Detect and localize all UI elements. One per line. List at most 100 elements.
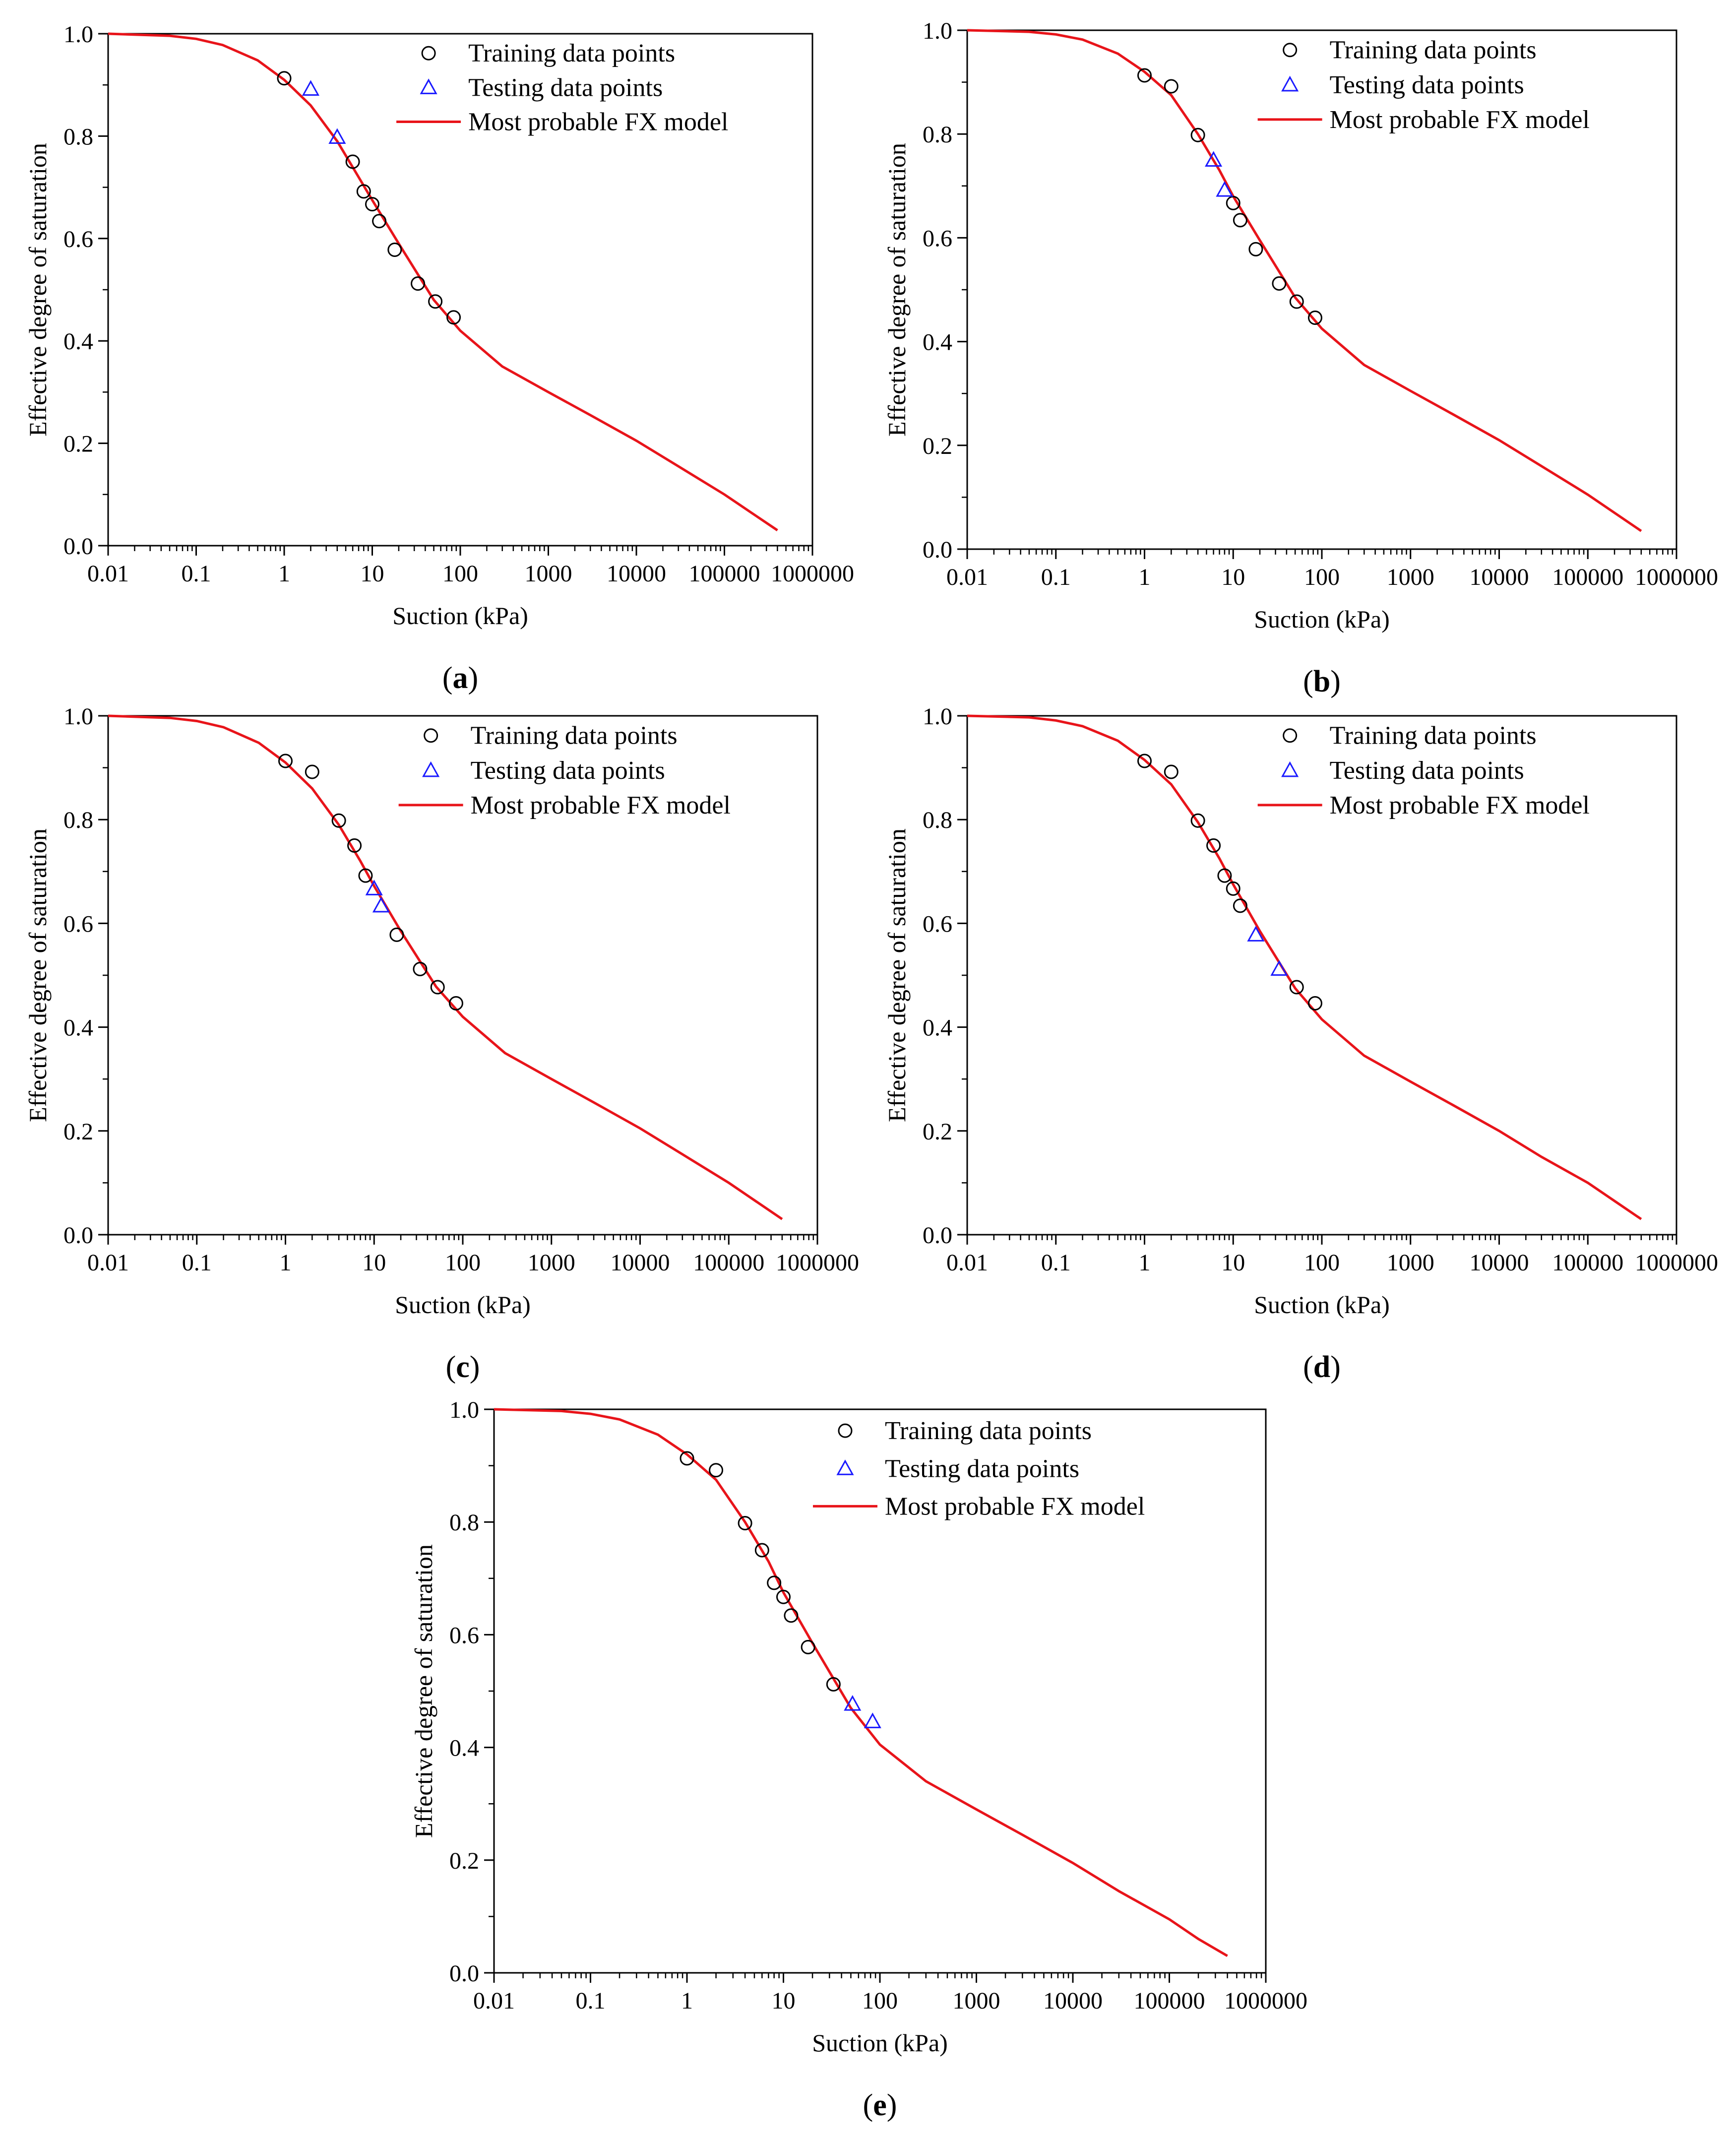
legend-training-label: Training data points (1330, 722, 1537, 750)
panel-label-letter: d (1313, 1350, 1330, 1384)
x-tick-label: 1000 (528, 1250, 575, 1276)
x-tick-label: 10000 (607, 561, 666, 587)
y-tick-label: 1.0 (923, 703, 952, 730)
panel-label: (b) (1303, 665, 1341, 698)
testing-point (328, 128, 346, 144)
training-point (387, 243, 402, 257)
legend-testing-label: Testing data points (471, 756, 665, 785)
y-tick-label: 0.8 (449, 1510, 479, 1536)
training-point (1190, 813, 1205, 828)
y-tick-label: 0.0 (63, 533, 93, 560)
y-tick-label: 0.0 (63, 1222, 93, 1249)
training-point (372, 214, 387, 229)
training-point (413, 961, 428, 976)
legend-testing-label: Testing data points (885, 1454, 1079, 1483)
panel-label-open: ( (1303, 1350, 1313, 1384)
panel-label-close: ) (470, 1350, 480, 1384)
training-point (331, 813, 346, 828)
testing-point (1270, 960, 1288, 976)
y-tick-label: 0.0 (923, 537, 952, 563)
x-tick-label: 100 (1304, 564, 1340, 590)
y-tick-label: 0.6 (923, 911, 952, 937)
training-point (411, 276, 426, 291)
x-tick-label: 10 (361, 561, 384, 587)
y-tick-label: 1.0 (923, 18, 952, 44)
x-axis: 0.01 0.1 1 10 100 1000 10000 100000 1000000 (87, 1235, 859, 1276)
x-axis-title: Suction (kPa) (1254, 1291, 1390, 1319)
legend-model-label: Most probable FX model (1330, 791, 1590, 819)
training-point (389, 927, 404, 942)
panel-label: (d) (1303, 1350, 1341, 1384)
training-point (1289, 980, 1304, 995)
x-axis: 0.01 0.1 1 10 100 1000 10000 100000 1000000 (473, 1973, 1307, 2014)
training-point (1289, 294, 1304, 309)
legend-training-marker (421, 46, 436, 61)
y-tick-label: 0.6 (449, 1622, 479, 1648)
model-curve (108, 32, 778, 532)
x-tick-label: 10000 (1470, 564, 1529, 590)
y-tick-label: 1.0 (63, 21, 93, 48)
panel-label-close: ) (468, 661, 479, 695)
y-tick-label: 0.0 (923, 1222, 952, 1249)
y-tick-label: 0.4 (63, 1015, 93, 1041)
legend-training-marker (1283, 728, 1298, 743)
testing-point (302, 80, 319, 96)
testing-point (1205, 151, 1223, 167)
testing-point (864, 1712, 881, 1728)
legend: Training data points Testing data points M… (398, 722, 731, 819)
x-tick-label: 10 (772, 1988, 796, 2014)
x-axis-title: Suction (kPa) (812, 2029, 948, 2057)
x-axis-title: Suction (kPa) (392, 602, 528, 630)
y-axis-title: Effective degree of saturation (24, 143, 52, 437)
y-tick-label: 0.6 (63, 226, 93, 252)
x-tick-label: 0.01 (946, 564, 988, 590)
x-tick-label: 10 (362, 1250, 386, 1276)
x-tick-label: 100000 (1552, 564, 1623, 590)
chart-panel-b: 0.01 0.1 1 10 100 1000 10000 100000 10000000.00.… (883, 18, 1718, 698)
legend-training-label: Training data points (471, 722, 678, 750)
y-axis-title: Effective degree of saturation (410, 1544, 437, 1838)
training-point (776, 1589, 791, 1604)
legend-training-label: Training data points (1330, 36, 1537, 64)
chart-panel-a: 0.01 0.1 1 10 100 1000 10000 100000 10000000.00.… (24, 21, 854, 695)
x-axis-title: Suction (kPa) (1254, 605, 1390, 633)
model-curve (967, 714, 1642, 1220)
legend-testing-marker (422, 761, 440, 777)
x-tick-label: 100 (1304, 1250, 1340, 1276)
panel-label: (e) (863, 2088, 897, 2122)
x-tick-label: 0.01 (87, 1250, 129, 1276)
testing-point (365, 880, 383, 895)
y-axis: 0.0 0.2 0.4 0.6 0.8 1.0 (63, 703, 108, 1249)
x-tick-label: 100000 (693, 1250, 764, 1276)
panel-label-letter: e (873, 2088, 887, 2122)
panel-label-close: ) (887, 2088, 897, 2122)
x-tick-label: 1000000 (1635, 564, 1718, 590)
training-point (1164, 764, 1178, 779)
x-tick-label: 100000 (1552, 1250, 1623, 1276)
y-tick-label: 0.2 (449, 1848, 479, 1874)
y-tick-label: 0.6 (63, 911, 93, 937)
x-tick-label: 0.1 (182, 561, 211, 587)
training-point (680, 1451, 694, 1466)
y-tick-label: 0.4 (63, 328, 93, 355)
x-axis: 0.01 0.1 1 10 100 1000 10000 100000 1000000 (946, 549, 1718, 590)
training-point (767, 1575, 782, 1590)
legend-model-label: Most probable FX model (468, 108, 728, 136)
legend-testing-marker (836, 1459, 854, 1475)
x-tick-label: 0.01 (946, 1250, 988, 1276)
training-point (1190, 127, 1205, 142)
panel-label-close: ) (1330, 1350, 1341, 1384)
testing-point (1216, 181, 1234, 197)
x-tick-label: 1 (681, 1988, 693, 2014)
x-axis: 0.01 0.1 1 10 100 1000 10000 100000 1000000 (87, 546, 854, 587)
training-point (1164, 79, 1178, 94)
legend-testing-marker (1281, 761, 1299, 777)
training-point (428, 294, 443, 309)
y-axis-title: Effective degree of saturation (883, 143, 911, 437)
x-tick-label: 10 (1221, 1250, 1245, 1276)
y-tick-label: 0.6 (923, 225, 952, 252)
legend-testing-label: Testing data points (1330, 756, 1524, 785)
y-tick-label: 0.2 (63, 431, 93, 457)
legend-testing-marker (1281, 75, 1299, 92)
